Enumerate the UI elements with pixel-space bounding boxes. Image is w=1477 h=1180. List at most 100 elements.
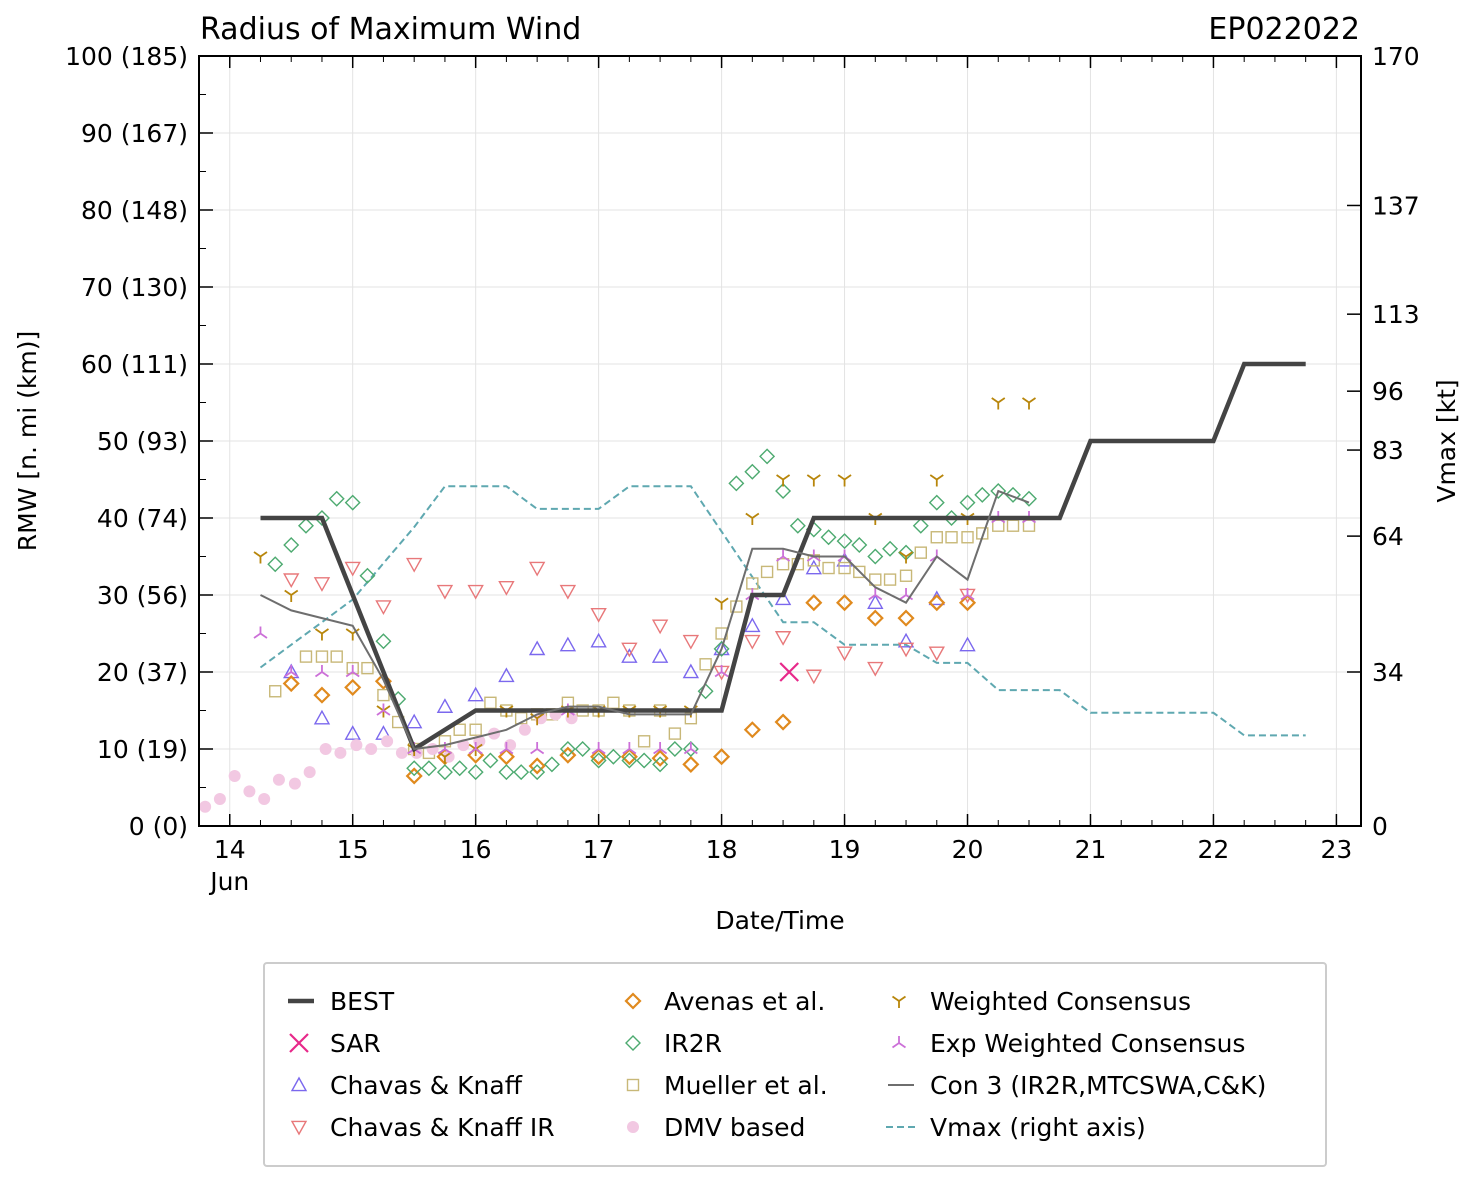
ir2r-point [775,483,792,500]
legend-label: DMV based [664,1113,805,1142]
ir2r-point [605,748,622,765]
y2-tick-label: 170 [1372,42,1420,71]
avenas-et-al-point [282,674,300,693]
ir2r-point [959,494,976,511]
chavas-knaff-point [467,686,484,702]
y-tick-label: 70 (130) [81,273,188,302]
chavas-knaff-ir-point [405,557,423,573]
dmv-based-point [319,743,332,755]
sar-point [779,662,799,682]
mueller-et-al-point [699,658,712,671]
mueller-et-al-point [760,565,774,579]
x-tick-label: 19 [829,835,861,864]
legend-label: Exp Weighted Consensus [930,1029,1245,1058]
x-tick-label: 20 [952,835,984,864]
ir2r-point [636,752,653,769]
avenas-et-al-point [805,594,823,612]
legend-label: Chavas & Knaff IR [330,1113,555,1142]
avenas-et-al-point [774,713,792,731]
ir2r-point [713,640,730,657]
avenas-et-al-point [743,721,761,739]
x-tick-sublabel: Jun [208,867,249,896]
ir2r-point [974,486,991,503]
chavas-knaff-ir-point [744,634,761,650]
mueller-et-al-point [822,561,835,575]
avenas-et-al-point [682,755,700,773]
weighted-consensus-series [253,397,1037,764]
axis-ticks [198,55,1361,827]
avenas-et-al-point [528,757,546,775]
ir2r-point [836,533,853,550]
weighted-consensus-point [806,474,821,487]
avenas-et-al-point [559,746,577,764]
legend-label: IR2R [664,1029,722,1058]
exp-weighted-consensus-point [468,742,483,755]
ir2r-point [543,756,560,773]
legend-item: Weighted Consensus [891,987,1191,1016]
avenas-et-al-point [713,748,731,766]
ir2r-point [559,741,576,757]
ir2r-point [728,475,745,492]
chavas-knaff-ir-point [682,634,700,650]
legend-item: SAR [289,1029,381,1058]
ir2r-point [928,494,945,511]
avenas-et-al-point [836,594,854,612]
mueller-et-al-point [838,561,851,575]
exp-weighted-consensus-point [314,665,329,678]
mueller-et-al-point [899,569,913,582]
chavas-knaff-point [774,590,792,606]
x-tick-label: 15 [337,835,369,864]
y-tick-label: 0 (0) [129,812,188,841]
chavas-knaff-ir-point [897,642,915,658]
x-tick-label: 14 [214,835,246,864]
chavas-knaff-ir-point [498,581,515,596]
mueller-et-al-point [469,723,482,736]
legend-swatch [891,995,907,1008]
ir2r-point [820,529,837,546]
ir2r-point [574,741,591,757]
exp-weighted-consensus-point [253,626,268,639]
mueller-et-al-point [776,558,790,571]
ir2r-point [498,764,515,781]
dmv-based-point [199,800,212,813]
dmv-based-point [272,773,285,786]
best-line [260,361,1306,753]
mueller-et-al-point [330,650,343,663]
storm-id: EP022022 [1208,12,1360,47]
dmv-based-point [426,743,439,755]
exp-weighted-consensus-point [499,742,514,755]
exp-weighted-consensus-point [591,742,606,755]
y-tick-label: 50 (93) [97,427,188,456]
mueller-et-al-point [377,688,390,702]
exp-weighted-consensus-point [714,665,729,678]
y2-tick-label: 113 [1372,300,1420,329]
mueller-et-al-point [883,573,897,586]
x-tick-label: 16 [460,835,492,864]
ir2r-point [451,760,468,777]
exp-weighted-consensus-point [776,549,791,562]
legend: BEST SAR Chavas & Knaff Chavas & Knaff IR Av… [288,987,1266,1142]
avenas-et-al-point [344,678,362,696]
line-layer [260,361,1306,753]
exp-weighted-consensus-point [683,742,698,755]
avenas-et-al-point [897,609,915,627]
legend-item: Vmax (right axis) [886,1113,1146,1142]
ir2r-point [513,764,530,781]
chavas-knaff-point [559,636,577,652]
ir2r-point [682,741,699,757]
y-tick-label: 20 (37) [97,658,188,687]
chavas-knaff-ir-point [928,646,945,662]
weighted-consensus-point [991,397,1006,410]
dmv-based-point [228,769,241,782]
legend-item: Exp Weighted Consensus [891,1029,1245,1058]
mueller-et-al-point [853,565,866,579]
ir2r-point [267,556,284,573]
mueller-et-al-point [299,650,313,663]
mueller-et-al-point [930,531,943,544]
ir2r-point [359,567,376,584]
weighted-consensus-point [714,597,729,610]
avenas-et-al-point [958,594,977,612]
legend-item: Avenas et al. [624,987,825,1016]
dmv-based-point [518,723,531,736]
